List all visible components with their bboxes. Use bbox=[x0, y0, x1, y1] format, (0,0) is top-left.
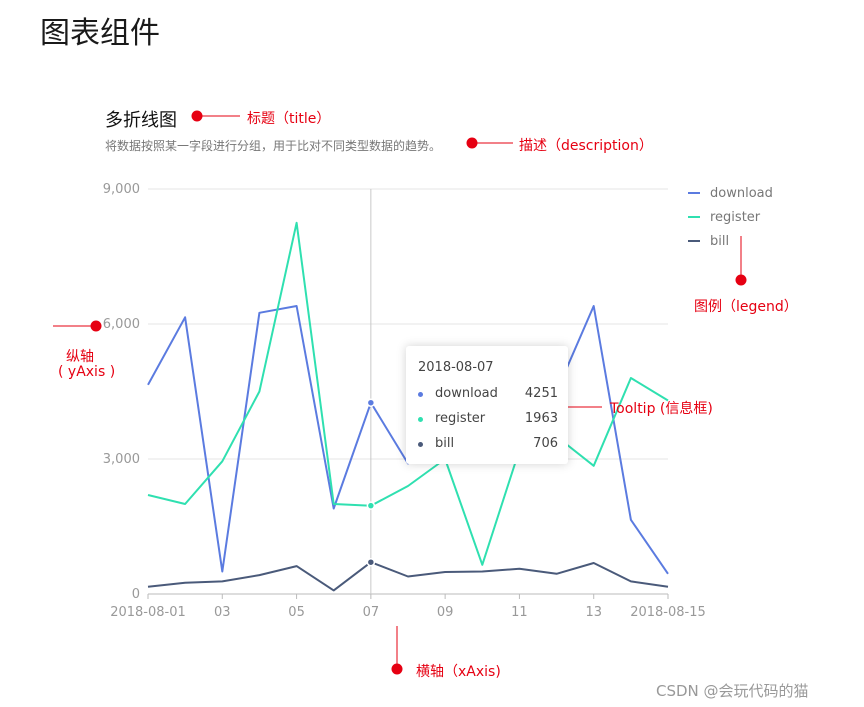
tooltip-dot-register bbox=[418, 417, 423, 422]
chart-description: 将数据按照某一字段进行分组，用于比对不同类型数据的趋势。 bbox=[105, 139, 442, 153]
tooltip-row-register: register 1963 bbox=[418, 411, 558, 429]
y-tick-label: 9,000 bbox=[103, 182, 140, 197]
annotation-dot-yaxis bbox=[90, 320, 102, 332]
annotation-dot-legend bbox=[735, 274, 747, 286]
annotation-dot-description bbox=[466, 137, 478, 149]
tooltip-series-value: 1963 bbox=[524, 411, 558, 426]
tooltip-series-value: 4251 bbox=[524, 386, 558, 401]
annotation-legend: 图例（legend） bbox=[694, 299, 798, 315]
highlight-point-bill bbox=[366, 557, 376, 567]
legend-label-bill: bill bbox=[710, 234, 729, 249]
page-title: 图表组件 bbox=[40, 16, 160, 51]
annotation-yaxis-sub: ( yAxis ) bbox=[58, 364, 116, 380]
annotation-description: 描述（description） bbox=[519, 138, 653, 154]
annotation-dot-xaxis bbox=[391, 663, 403, 675]
highlight-point-register bbox=[366, 501, 376, 510]
x-tick-label: 05 bbox=[288, 605, 305, 620]
tooltip-series-name: download bbox=[435, 386, 498, 401]
tooltip-series-name: bill bbox=[435, 436, 455, 451]
annotation-dot-title bbox=[191, 110, 203, 122]
annotation-title: 标题（title） bbox=[247, 111, 331, 127]
x-tick-label: 2018-08-15 bbox=[630, 605, 706, 620]
series-line-bill bbox=[147, 561, 669, 592]
series-line-register bbox=[147, 221, 669, 566]
x-tick-label: 07 bbox=[363, 605, 380, 620]
x-tick-label: 2018-08-01 bbox=[110, 605, 186, 620]
tooltip-title: 2018-08-07 bbox=[418, 360, 494, 375]
legend-label-register: register bbox=[710, 210, 761, 225]
tooltip-row-bill: bill 706 bbox=[418, 436, 558, 454]
y-tick-label: 6,000 bbox=[103, 317, 140, 332]
annotation-yaxis-label: 纵轴 bbox=[66, 349, 94, 365]
annotation-xaxis: 横轴（xAxis) bbox=[416, 664, 501, 680]
tooltip-series-value: 706 bbox=[533, 436, 558, 451]
highlight-point-download bbox=[366, 398, 376, 407]
x-tick-label: 13 bbox=[585, 605, 602, 620]
legend-label-download: download bbox=[710, 186, 773, 201]
x-tick-label: 09 bbox=[437, 605, 454, 620]
chart-title: 多折线图 bbox=[105, 110, 177, 131]
tooltip-series-name: register bbox=[435, 411, 486, 426]
watermark: CSDN @会玩代码的猫 bbox=[656, 682, 809, 700]
tooltip-row-download: download 4251 bbox=[418, 386, 558, 404]
y-tick-label: 0 bbox=[132, 587, 140, 602]
tooltip-dot-download bbox=[418, 392, 423, 397]
annotation-tooltip: Tooltip (信息框) bbox=[610, 401, 713, 417]
x-tick-label: 11 bbox=[511, 605, 528, 620]
y-tick-label: 3,000 bbox=[103, 452, 140, 467]
tooltip-dot-bill bbox=[418, 442, 423, 447]
x-tick-label: 03 bbox=[214, 605, 231, 620]
chart-tooltip: 2018-08-07 download 4251 register 1963 b… bbox=[406, 346, 568, 464]
